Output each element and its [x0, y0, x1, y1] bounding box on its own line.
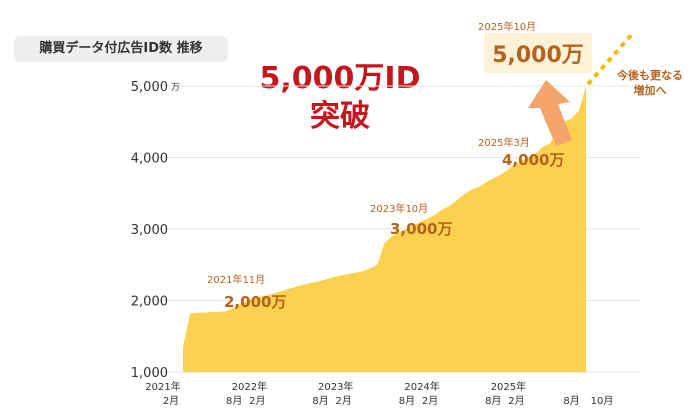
growth-arrow-icon: [528, 80, 572, 146]
y-axis: 1,000 2,000 3,000 4,000 5,000 万: [131, 80, 180, 381]
x-tick-year: 2024年: [404, 380, 439, 393]
x-tick-year: 2021年: [145, 380, 180, 393]
y-tick-label: 4,000: [131, 152, 168, 167]
x-tick-month: 2月: [163, 395, 179, 407]
y-tick-label: 3,000: [131, 223, 168, 238]
chart-title-badge: 購買データ付広告ID数 推移: [14, 36, 228, 62]
headline: 5,000万ID 突破: [240, 60, 440, 136]
headline-line2: 突破: [310, 99, 370, 134]
x-tick-year: 2025年: [491, 380, 526, 393]
annotations: 2021年11月 2,000万 2023年10月 3,000万 2025年3月 4,000…: [207, 20, 592, 311]
annotation-date: 2021年11月: [207, 273, 265, 286]
forecast-dotted-line: [586, 30, 636, 86]
x-axis: 2021年 2月 8月 2022年 2月 8月 2023年 2月 8月 2024年 2月 8月 2025…: [145, 380, 613, 407]
x-tick-month: 8月: [485, 395, 501, 407]
x-tick-month: 8月: [226, 395, 242, 407]
annotation-date: 2023年10月: [370, 202, 428, 215]
highlight-box: [484, 33, 592, 73]
annotation-date: 2025年10月: [478, 20, 536, 33]
annotation-value: 5,000万: [492, 43, 584, 68]
x-tick-month: 8月: [399, 395, 415, 407]
y-tick-label: 2,000: [131, 295, 168, 310]
annotation-value: 3,000万: [390, 220, 452, 238]
forecast-note-line: 増加へ: [634, 83, 667, 97]
annotation-value: 2,000万: [224, 293, 286, 311]
x-tick-month: 8月: [312, 395, 328, 407]
x-tick-year: 2022年: [232, 380, 267, 393]
forecast-note-line: 今後も更なる: [616, 68, 683, 82]
y-tick-label: 1,000: [131, 366, 168, 381]
x-tick-year: 2023年: [318, 380, 353, 393]
x-tick-month: 10月: [591, 395, 614, 407]
y-tick-label: 5,000: [131, 80, 168, 95]
chart-title: 購買データ付広告ID数 推移: [39, 41, 203, 56]
x-tick-month: 2月: [508, 395, 524, 407]
y-unit-label: 万: [171, 83, 180, 93]
x-tick-month: 8月: [563, 395, 579, 407]
x-tick-month: 2月: [422, 395, 438, 407]
annotation-value: 4,000万: [502, 151, 564, 169]
x-tick-month: 2月: [249, 395, 265, 407]
headline-line1: 5,000万ID: [259, 61, 421, 96]
id-count-area: [183, 86, 586, 372]
annotation-date: 2025年3月: [478, 136, 530, 149]
x-tick-month: 2月: [336, 395, 352, 407]
